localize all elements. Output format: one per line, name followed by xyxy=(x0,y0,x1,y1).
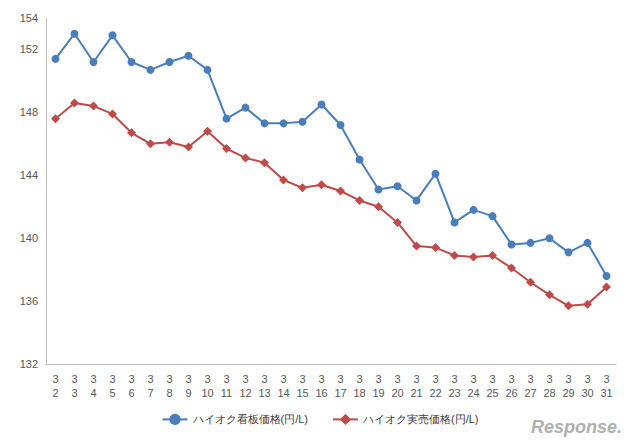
svg-text:136: 136 xyxy=(20,295,38,307)
svg-text:19: 19 xyxy=(372,387,384,399)
svg-text:24: 24 xyxy=(467,387,479,399)
svg-text:3: 3 xyxy=(394,373,400,385)
svg-text:ハイオク看板価格(円/L): ハイオク看板価格(円/L) xyxy=(192,413,309,425)
svg-text:3: 3 xyxy=(508,373,514,385)
svg-text:12: 12 xyxy=(239,387,251,399)
svg-text:3: 3 xyxy=(603,373,609,385)
svg-text:3: 3 xyxy=(489,373,495,385)
svg-text:3: 3 xyxy=(71,387,77,399)
svg-text:3: 3 xyxy=(584,373,590,385)
svg-text:4: 4 xyxy=(90,387,96,399)
svg-text:3: 3 xyxy=(185,373,191,385)
svg-text:8: 8 xyxy=(166,387,172,399)
svg-text:3: 3 xyxy=(128,373,134,385)
svg-text:9: 9 xyxy=(185,387,191,399)
svg-text:3: 3 xyxy=(204,373,210,385)
svg-text:Response.: Response. xyxy=(531,417,622,437)
svg-text:30: 30 xyxy=(581,387,593,399)
svg-text:16: 16 xyxy=(315,387,327,399)
svg-text:28: 28 xyxy=(543,387,555,399)
svg-text:3: 3 xyxy=(451,373,457,385)
svg-text:3: 3 xyxy=(546,373,552,385)
svg-text:3: 3 xyxy=(356,373,362,385)
svg-text:3: 3 xyxy=(318,373,324,385)
svg-text:140: 140 xyxy=(20,232,38,244)
svg-text:20: 20 xyxy=(391,387,403,399)
svg-text:5: 5 xyxy=(109,387,115,399)
svg-text:3: 3 xyxy=(375,373,381,385)
svg-text:13: 13 xyxy=(258,387,270,399)
svg-text:3: 3 xyxy=(223,373,229,385)
svg-text:3: 3 xyxy=(90,373,96,385)
svg-text:148: 148 xyxy=(20,106,38,118)
svg-text:3: 3 xyxy=(109,373,115,385)
svg-text:152: 152 xyxy=(20,43,38,55)
svg-text:3: 3 xyxy=(280,373,286,385)
svg-text:3: 3 xyxy=(470,373,476,385)
svg-text:3: 3 xyxy=(147,373,153,385)
svg-text:2: 2 xyxy=(52,387,58,399)
svg-text:18: 18 xyxy=(353,387,365,399)
svg-text:3: 3 xyxy=(71,373,77,385)
svg-text:3: 3 xyxy=(242,373,248,385)
svg-text:29: 29 xyxy=(562,387,574,399)
svg-text:154: 154 xyxy=(20,12,38,24)
svg-text:132: 132 xyxy=(20,358,38,370)
svg-text:3: 3 xyxy=(432,373,438,385)
svg-text:3: 3 xyxy=(261,373,267,385)
svg-text:21: 21 xyxy=(410,387,422,399)
svg-text:3: 3 xyxy=(413,373,419,385)
svg-text:3: 3 xyxy=(565,373,571,385)
svg-text:3: 3 xyxy=(166,373,172,385)
svg-text:6: 6 xyxy=(128,387,134,399)
svg-text:23: 23 xyxy=(448,387,460,399)
svg-text:27: 27 xyxy=(524,387,536,399)
svg-text:3: 3 xyxy=(337,373,343,385)
svg-text:26: 26 xyxy=(505,387,517,399)
svg-text:3: 3 xyxy=(299,373,305,385)
svg-text:11: 11 xyxy=(221,387,232,399)
svg-text:14: 14 xyxy=(277,387,289,399)
svg-text:17: 17 xyxy=(334,387,346,399)
svg-text:7: 7 xyxy=(147,387,153,399)
svg-text:10: 10 xyxy=(201,387,213,399)
svg-text:22: 22 xyxy=(429,387,441,399)
svg-text:31: 31 xyxy=(600,387,612,399)
svg-text:15: 15 xyxy=(296,387,308,399)
svg-text:144: 144 xyxy=(20,169,38,181)
svg-text:ハイオク実売価格(円/L): ハイオク実売価格(円/L) xyxy=(362,413,479,425)
svg-text:3: 3 xyxy=(52,373,58,385)
svg-text:3: 3 xyxy=(527,373,533,385)
svg-text:25: 25 xyxy=(486,387,498,399)
